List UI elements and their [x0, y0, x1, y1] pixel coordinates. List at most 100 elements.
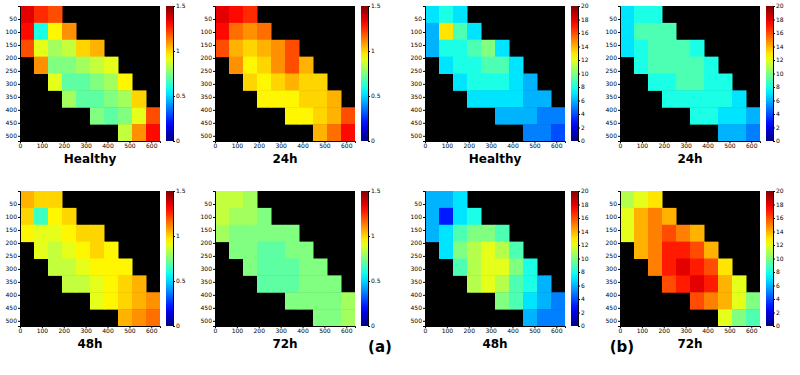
xticks-tick-label: 300 — [485, 327, 497, 334]
xticks-tick-label: 200 — [59, 142, 71, 149]
xticks-tick-label: 200 — [464, 142, 476, 149]
heat-cell — [453, 23, 468, 40]
heat-cell — [327, 107, 342, 124]
heat-cell — [299, 74, 314, 91]
yticks-tick: 500 — [411, 317, 425, 324]
heat-cell — [648, 23, 663, 40]
heat-cell — [90, 57, 105, 74]
heat-cell — [704, 242, 719, 259]
heat-cell — [257, 275, 272, 292]
heat-cell — [62, 40, 77, 57]
yticks-tick-label: 150 — [6, 41, 18, 48]
heat-cell — [453, 40, 468, 57]
yticks-tick-label: 250 — [411, 252, 423, 259]
yticks-tick-mark — [618, 295, 620, 296]
xticks-tick-label: 100 — [637, 327, 649, 334]
colorbar-tick-label: 0.5 — [176, 277, 186, 284]
heat-cell — [732, 90, 747, 107]
colorbar-tick: 4 — [578, 110, 585, 117]
colorbar-tick-mark — [173, 51, 175, 52]
xticks-tick: 500 — [124, 141, 136, 149]
xticks-tick: 500 — [724, 141, 736, 149]
heat-cell — [341, 124, 355, 141]
heat-cell — [243, 242, 258, 259]
colorbar-tick-label: 6 — [581, 282, 585, 289]
colorbar-axis-line — [579, 7, 581, 142]
colorbar-tick-label: 2 — [581, 309, 585, 316]
yticks-tick: 200 — [411, 54, 425, 61]
yticks-tick-mark — [18, 269, 20, 270]
xticks-tick-label: 400 — [507, 142, 519, 149]
yticks-tick-label: 500 — [606, 132, 618, 139]
xticks-tick-label: 500 — [124, 142, 136, 149]
heat-cell — [662, 242, 677, 259]
colorbar-tick: 8 — [773, 83, 780, 90]
heat-cell — [229, 208, 244, 225]
yticks-tick-mark — [618, 84, 620, 85]
yticks-tick: 350 — [201, 278, 215, 285]
yticks-tick-label: 300 — [201, 265, 213, 272]
heat-cell — [523, 107, 538, 124]
heat-cell — [271, 259, 286, 276]
yticks-tick: 50 — [204, 15, 215, 22]
yticks-tick-label: 350 — [606, 93, 618, 100]
yticks-tick-label: 250 — [201, 67, 213, 74]
yticks-tick-mark — [618, 256, 620, 257]
yticks-tick-mark — [423, 110, 425, 111]
yticks-tick-mark — [213, 217, 215, 218]
heat-cell — [34, 191, 49, 208]
yticks-tick-label: 50 — [204, 15, 212, 22]
yticks-tick: 250 — [411, 67, 425, 74]
xticks-tick-label: 100 — [442, 327, 454, 334]
yticks-tick-label: 50 — [414, 200, 422, 207]
heat-cell — [439, 6, 454, 23]
yticks-tick-label: 200 — [411, 54, 423, 61]
heat-cell — [285, 90, 300, 107]
colorbar-tick-mark — [578, 6, 580, 7]
heat-cell — [285, 57, 300, 74]
heat-cell — [118, 107, 133, 124]
yticks-tick-mark — [618, 136, 620, 137]
colorbar-tick: 18 — [773, 16, 784, 23]
yticks-tick-label: 200 — [411, 239, 423, 246]
heat-cell — [257, 225, 272, 242]
yticks-tick-label: 50 — [9, 200, 17, 207]
heat-cell — [76, 242, 91, 259]
heat-cell — [341, 107, 355, 124]
yticks-tick-label: 100 — [606, 28, 618, 35]
heat-cell — [118, 259, 133, 276]
xticks-tick: 500 — [124, 326, 136, 334]
heat-cell — [62, 259, 77, 276]
colorbar-tick: 16 — [773, 29, 784, 36]
yticks-tick: 300 — [411, 265, 425, 272]
xticks-tick: 200 — [59, 326, 71, 334]
heat-cell — [467, 23, 482, 40]
heat-cell — [690, 57, 705, 74]
heat-cell — [662, 74, 677, 91]
panel: 0100200300400500600501001502002503003504… — [606, 2, 784, 166]
colorbar-tick: 1.5 — [173, 187, 186, 194]
colorbar-tick: 8 — [578, 268, 585, 275]
cells — [215, 191, 355, 326]
colorbar-tick-mark — [173, 281, 175, 282]
heat-cell — [90, 90, 105, 107]
colorbar-tick: 6 — [773, 282, 780, 289]
xticks-tick: 0 — [424, 141, 428, 149]
yticks-tick-mark — [213, 308, 215, 309]
colorbar-tick-mark — [578, 33, 580, 34]
colorbar-tick-mark — [578, 245, 580, 246]
colorbar-tick-mark — [368, 141, 370, 142]
heat-cell — [634, 40, 649, 57]
colorbar-tick-mark — [773, 299, 775, 300]
colorbar — [166, 6, 173, 141]
heat-cell — [34, 57, 49, 74]
yticks-tick-label: 300 — [411, 80, 423, 87]
colorbar-tick: 0 — [368, 137, 375, 144]
colorbar-tick: 12 — [578, 241, 589, 248]
heat-cell — [648, 57, 663, 74]
heat-cell — [257, 23, 272, 40]
colorbar-tick-mark — [773, 245, 775, 246]
colorbar-axis-line — [369, 192, 371, 327]
xticks-tick-label: 100 — [37, 327, 49, 334]
yticks-tick-label: 150 — [606, 226, 618, 233]
